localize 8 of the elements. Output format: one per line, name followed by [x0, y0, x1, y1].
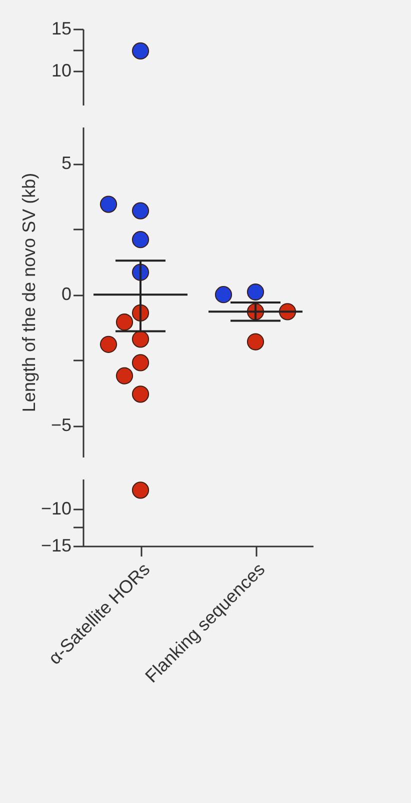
y-tick-label: −5 — [50, 415, 72, 436]
y-tick-label: 5 — [61, 153, 72, 174]
y-tick-label: 15 — [51, 18, 72, 38]
y-tick-label: 0 — [61, 284, 72, 304]
y-tick-label: −10 — [40, 498, 72, 518]
y-tick-label: −15 — [40, 536, 72, 556]
y-axis-title: Length of the de novo SV (kb) — [18, 172, 39, 412]
y-tick-label: 10 — [51, 60, 72, 81]
